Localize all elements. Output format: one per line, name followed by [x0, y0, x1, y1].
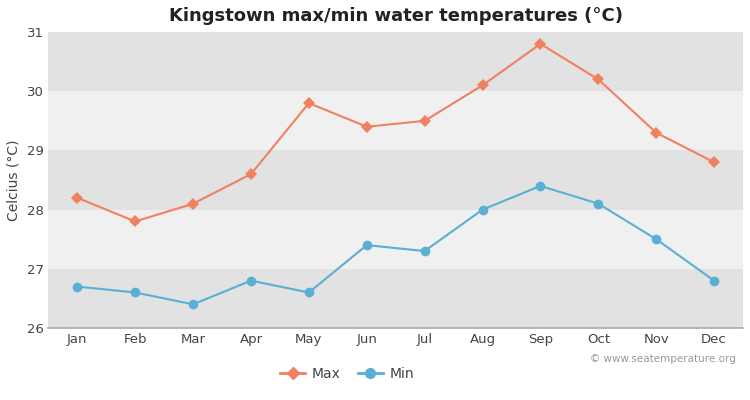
Bar [48, 210, 743, 269]
Legend: Max, Min: Max, Min [274, 361, 420, 386]
Title: Kingstown max/min water temperatures (°C): Kingstown max/min water temperatures (°C… [169, 7, 622, 25]
Y-axis label: Celcius (°C): Celcius (°C) [7, 139, 21, 221]
Text: © www.seatemperature.org: © www.seatemperature.org [590, 354, 736, 364]
Bar [48, 150, 743, 210]
Bar [48, 32, 743, 91]
Bar [48, 269, 743, 328]
Bar [48, 91, 743, 150]
